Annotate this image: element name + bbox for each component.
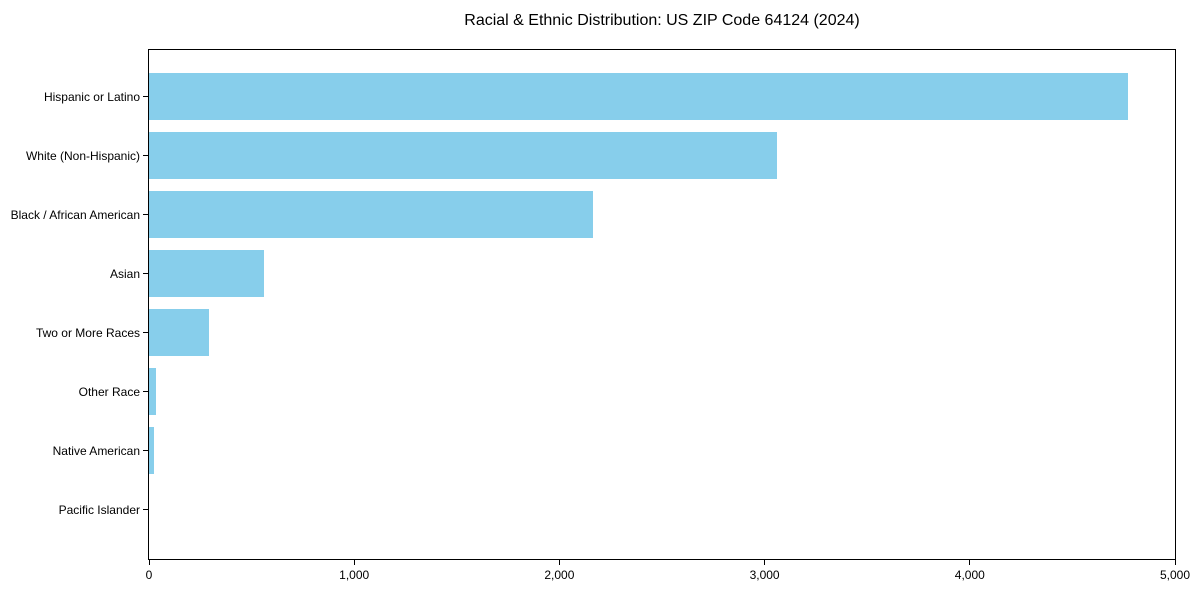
y-tick (143, 332, 148, 333)
y-tick (143, 391, 148, 392)
y-tick (143, 214, 148, 215)
x-tick (558, 560, 560, 565)
x-tick (1174, 560, 1176, 565)
y-tick-label-white-non-hispanic: White (Non-Hispanic) (25, 148, 140, 163)
x-tick-label-0: 0 (145, 568, 153, 582)
x-tick (764, 560, 766, 565)
bar-black-african-american (149, 191, 594, 238)
bar-two-or-more-races (149, 309, 209, 356)
bar-white-non-hispanic (149, 132, 777, 179)
bar-other-race (149, 368, 156, 415)
x-tick-label-4000: 4,000 (954, 568, 985, 582)
bar-asian (149, 250, 264, 297)
y-tick (143, 273, 148, 274)
y-tick (143, 509, 148, 510)
y-tick-label-other-race: Other Race (78, 384, 140, 399)
chart-title: Racial & Ethnic Distribution: US ZIP Cod… (464, 12, 860, 29)
x-tick (148, 560, 150, 565)
y-tick-label-black-african-american: Black / African American (10, 207, 140, 222)
y-tick-label-native-american: Native American (52, 443, 140, 458)
x-tick (353, 560, 355, 565)
y-tick-label-hispanic-or-latino: Hispanic or Latino (43, 89, 140, 104)
y-tick-label-two-or-more-races: Two or More Races (35, 325, 140, 340)
y-tick (143, 450, 148, 451)
x-tick-label-3000: 3,000 (749, 568, 780, 582)
bar-hispanic-or-latino (149, 73, 1128, 120)
x-tick-label-5000: 5,000 (1159, 568, 1191, 582)
y-tick (143, 96, 148, 97)
bar-native-american (149, 427, 155, 474)
plot-area (148, 49, 1176, 560)
y-tick-label-pacific-islander: Pacific Islander (58, 502, 140, 517)
x-tick-label-2000: 2,000 (544, 568, 575, 582)
x-tick (969, 560, 971, 565)
y-tick (143, 155, 148, 156)
x-tick-label-1000: 1,000 (339, 568, 370, 582)
y-tick-label-asian: Asian (109, 266, 140, 281)
